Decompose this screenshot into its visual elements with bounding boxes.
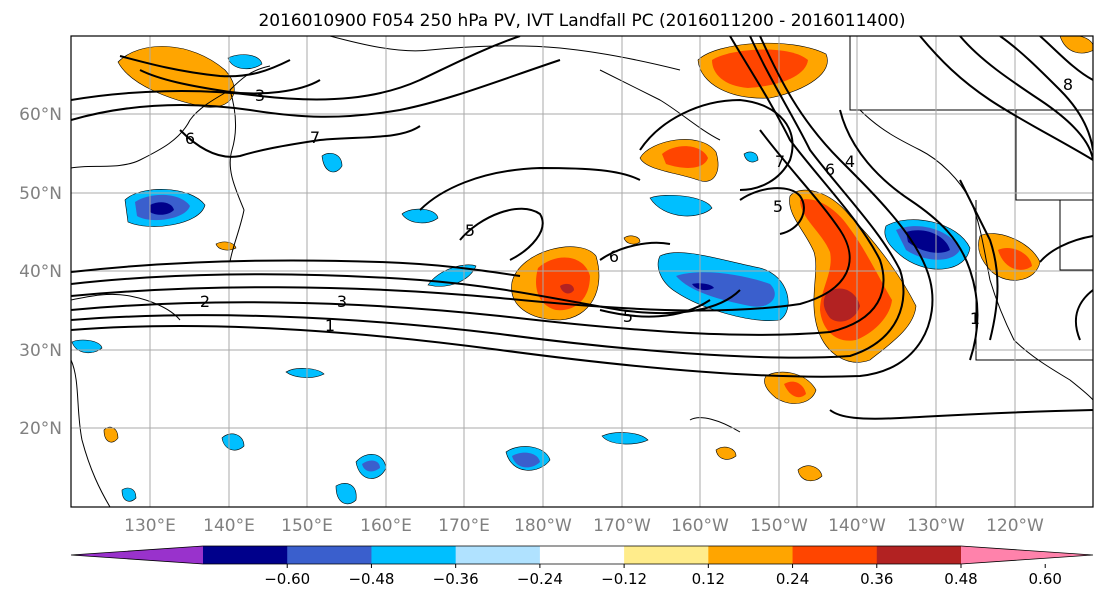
- contour-label-8: 8: [1063, 75, 1073, 94]
- lat-label-30n: 30°N: [19, 341, 62, 361]
- contour-label-7: 7: [310, 128, 320, 147]
- colorbar-segment: [287, 546, 372, 564]
- colorbar-tick-label: 0.12: [692, 570, 725, 588]
- colorbar-tick-label: −0.24: [517, 570, 563, 588]
- colorbar-tick-label: 0.60: [1029, 570, 1062, 588]
- contour-label-5-west: 5: [465, 221, 475, 240]
- positive-anomaly-ne: [1059, 36, 1093, 54]
- colorbar-segment: [876, 546, 962, 564]
- lat-label-60n: 60°N: [19, 105, 62, 125]
- lat-label-20n: 20°N: [19, 419, 62, 439]
- lat-label-50n: 50°N: [19, 184, 62, 204]
- colorbar-labels: −0.60 −0.48 −0.36 −0.24 −0.12 0.12 0.24 0.36 0.4…: [264, 570, 1062, 588]
- positive-deep-dateline: [560, 283, 574, 294]
- contour-label-5: 5: [623, 307, 633, 326]
- contour-label-4: 4: [845, 152, 855, 171]
- positive-core-alaska: [712, 49, 808, 88]
- lon-label-140e: 140°E: [203, 516, 255, 536]
- positive-anomaly-small-2: [715, 446, 737, 460]
- negative-anomaly-small-15: [649, 194, 713, 217]
- negative-anomaly-small-3: [401, 208, 439, 224]
- positive-anomaly-small-3: [797, 465, 823, 482]
- colorbar-tick-label: −0.60: [264, 570, 310, 588]
- lon-label-130w: 130°W: [907, 516, 965, 536]
- positive-core-main: [800, 199, 892, 341]
- contour-label-2: 2: [200, 292, 210, 311]
- positive-core-subtropics: [784, 381, 806, 398]
- lon-label-160w: 160°W: [671, 516, 729, 536]
- contour-label-6-east: 6: [825, 160, 835, 179]
- colorbar-tick-label: −0.48: [348, 570, 394, 588]
- colorbar-segment: [792, 546, 878, 564]
- colorbar-tick-label: −0.12: [601, 570, 647, 588]
- colorbar-segment: [539, 546, 625, 564]
- longitude-labels: 130°E 140°E 150°E 160°E 170°E 180°W 170°…: [124, 516, 1044, 536]
- colorbar-segment: [203, 546, 288, 564]
- contour-label-1: 1: [325, 316, 335, 335]
- negative-deep-east: [906, 230, 950, 253]
- positive-anomaly-small-5: [215, 241, 237, 251]
- negative-deep-japan: [150, 202, 174, 215]
- colorbar-extend-low: [71, 546, 203, 564]
- negative-anomaly-small-2: [321, 153, 343, 173]
- negative-core-central: [676, 272, 775, 307]
- colorbar-segment: [371, 546, 457, 564]
- contour-label-1-east: 1: [970, 309, 980, 328]
- lon-label-120w: 120°W: [986, 516, 1044, 536]
- contour-label-6: 6: [609, 247, 619, 266]
- colorbar-extend-high: [961, 546, 1093, 564]
- colorbar-tick-label: 0.48: [944, 570, 977, 588]
- latitude-labels: 20°N 30°N 40°N 50°N 60°N: [19, 105, 62, 439]
- contour-label-group: 1 2 3 3 4 5 5 5 6 6 6 7 7 1 8: [185, 75, 1073, 335]
- colorbar-segment: [708, 546, 794, 564]
- colorbar-tick-label: 0.36: [860, 570, 893, 588]
- negative-deep-central: [692, 283, 714, 291]
- lon-label-140w: 140°W: [828, 516, 886, 536]
- grid-lines: [71, 36, 1093, 507]
- positive-anomaly-small-1: [103, 426, 119, 443]
- lon-label-170e: 170°E: [438, 516, 490, 536]
- positive-deep-main: [823, 288, 860, 322]
- contour-label-5-east: 5: [773, 197, 783, 216]
- colorbar: [70, 545, 1094, 568]
- contour-label-3: 3: [337, 292, 347, 311]
- negative-anomaly-small-1: [227, 54, 263, 70]
- negative-anomaly-small-7: [221, 433, 245, 451]
- colorbar-tick-label: 0.24: [776, 570, 809, 588]
- lon-label-150w: 150°W: [750, 516, 808, 536]
- lon-label-160e: 160°E: [360, 516, 412, 536]
- lon-label-170w: 170°W: [593, 516, 651, 536]
- lon-label-130e: 130°E: [124, 516, 176, 536]
- contour-label-3-north: 3: [255, 86, 265, 105]
- negative-anomaly-small-11: [512, 452, 540, 468]
- colorbar-segment: [624, 546, 709, 564]
- contour-label-6-north: 6: [185, 129, 195, 148]
- negative-anomaly-small-13: [335, 483, 357, 505]
- lon-label-150e: 150°E: [281, 516, 333, 536]
- colorbar-tick-label: −0.36: [433, 570, 479, 588]
- pv-contours: [71, 36, 1093, 420]
- negative-anomaly-small-12: [601, 432, 649, 445]
- positive-core-50n: [662, 146, 708, 168]
- lon-label-180w: 180°W: [514, 516, 572, 536]
- coastlines: [71, 36, 1093, 507]
- colorbar-outline: [70, 545, 1094, 565]
- negative-anomaly-small-16: [743, 151, 759, 163]
- colorbar-segment: [455, 546, 541, 564]
- negative-anomaly-small-14: [121, 487, 137, 502]
- positive-anomaly-small-4: [623, 235, 641, 245]
- map-title: 2016010900 F054 250 hPa PV, IVT Landfall…: [258, 11, 905, 31]
- map-panel: [71, 36, 1093, 507]
- negative-anomaly-small-9: [362, 460, 380, 472]
- map-frame: [70, 35, 1094, 508]
- contour-label-7-east: 7: [775, 152, 785, 171]
- negative-anomaly-small-6: [285, 368, 325, 378]
- lat-label-40n: 40°N: [19, 262, 62, 282]
